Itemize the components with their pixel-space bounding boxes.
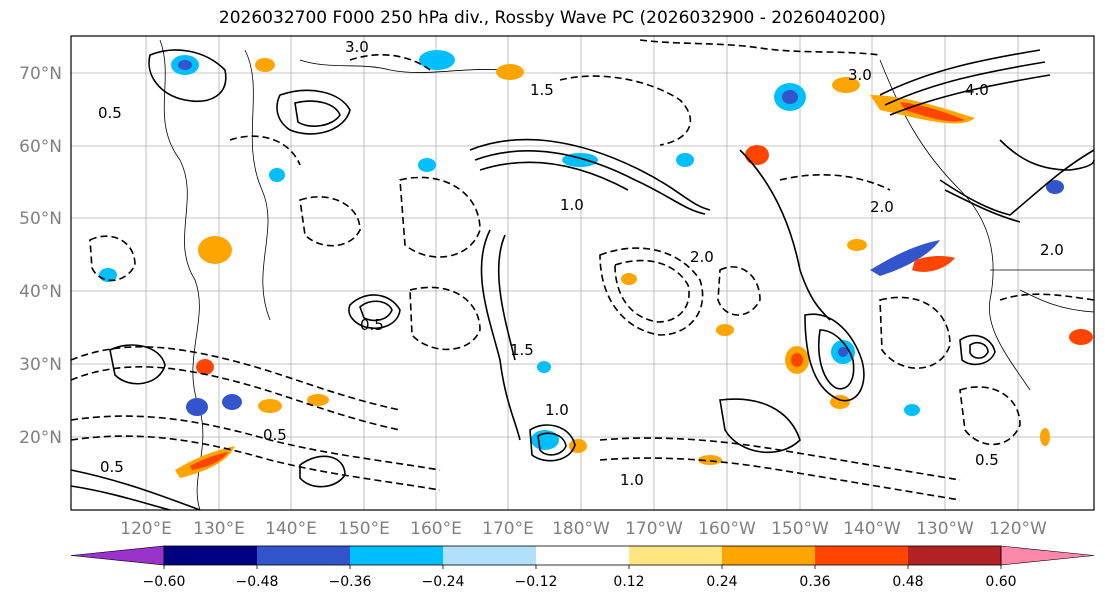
- colorbar-segment: [815, 546, 908, 565]
- longitude-label: 180°W: [552, 519, 610, 539]
- latitude-label: 30°N: [19, 355, 62, 375]
- coastlines: [159, 39, 1095, 511]
- contour-label: 1.5: [510, 341, 534, 359]
- longitude-label: 150°E: [338, 519, 390, 539]
- latitude-label: 70°N: [19, 64, 62, 84]
- colorbar-tick-label: 0.24: [706, 574, 737, 590]
- colorbar-tick-label: −0.48: [236, 574, 279, 590]
- longitude-label: 160°E: [410, 519, 462, 539]
- longitude-label: 160°W: [698, 519, 756, 539]
- graticule: [71, 36, 1094, 510]
- contour-label: 3.0: [848, 66, 872, 84]
- latitude-labels: 70°N 60°N 50°N 40°N 30°N 20°N: [19, 64, 62, 448]
- contour-label: 4.0: [965, 81, 989, 99]
- colorbar-tick-label: 0.12: [613, 574, 644, 590]
- colorbar-segment: [257, 546, 350, 565]
- map-panel: 0.5 3.0 1.5 2.0 4.0 1.0 0.5 3.0 2.0 0.5 1.0 0.5 1.5 2…: [70, 35, 1095, 511]
- colorbar-frame: [163, 545, 1002, 566]
- longitude-label: 150°W: [771, 519, 829, 539]
- colorbar-extend-low: [70, 545, 165, 566]
- map-border: [70, 35, 1095, 511]
- longitude-label: 130°W: [916, 519, 974, 539]
- colorbar-segment: [908, 546, 1001, 565]
- contour-label: 2.0: [1040, 241, 1064, 259]
- latitude-label: 50°N: [19, 209, 62, 229]
- colorbar-tick-label: 0.60: [985, 574, 1016, 590]
- longitude-label: 130°E: [193, 519, 245, 539]
- longitude-label: 170°W: [625, 519, 683, 539]
- colorbar-tick-label: 0.36: [799, 574, 830, 590]
- longitude-label: 120°W: [989, 519, 1047, 539]
- colorbar-segment: [722, 546, 815, 565]
- colorbar-segment: [443, 546, 536, 565]
- divergence-shading: [99, 50, 1093, 478]
- contour-label: 2.0: [690, 248, 714, 266]
- contour-label: 1.0: [560, 196, 584, 214]
- solid-contours: [70, 49, 1095, 511]
- colorbar-tick-label: −0.60: [143, 574, 186, 590]
- contour-labels: 0.5 3.0 1.5 2.0 4.0 1.0 0.5 3.0 2.0 0.5 1.0 0.5 1.5 2…: [98, 38, 1064, 489]
- longitude-label: 170°E: [482, 519, 534, 539]
- contour-label: 0.5: [263, 426, 287, 444]
- latitude-label: 20°N: [19, 428, 62, 448]
- contour-label: 1.0: [545, 401, 569, 419]
- longitude-label: 140°E: [265, 519, 317, 539]
- colorbar-segment: [164, 546, 257, 565]
- latitude-label: 40°N: [19, 282, 62, 302]
- colorbar-extend-high: [1000, 545, 1095, 566]
- colorbar-tick-label: −0.24: [422, 574, 465, 590]
- longitude-labels: 120°E 130°E 140°E 150°E 160°E 170°E 180°W 170°W…: [120, 519, 1047, 539]
- contour-label: 0.5: [100, 458, 124, 476]
- longitude-label: 120°E: [120, 519, 172, 539]
- contour-label: 2.0: [870, 198, 894, 216]
- colorbar-tick-label: −0.36: [329, 574, 372, 590]
- contour-label: 3.0: [345, 38, 369, 56]
- colorbar-segment: [536, 546, 629, 565]
- colorbar: −0.60 −0.48 −0.36 −0.24 −0.12 0.12 0.24 0.36 0.4…: [70, 545, 1095, 590]
- colorbar-segment: [629, 546, 722, 565]
- contour-label: 1.0: [620, 471, 644, 489]
- colorbar-tick-label: 0.48: [892, 574, 923, 590]
- contour-label: 0.5: [98, 104, 122, 122]
- colorbar-tick-label: −0.12: [515, 574, 558, 590]
- latitude-label: 60°N: [19, 137, 62, 157]
- contour-label: 0.5: [360, 316, 384, 334]
- dashed-contours: [70, 39, 1095, 501]
- contour-label: 0.5: [975, 451, 999, 469]
- map-title: 2026032700 F000 250 hPa div., Rossby Wav…: [218, 8, 887, 28]
- contour-label: 1.5: [530, 81, 554, 99]
- colorbar-segment: [350, 546, 443, 565]
- longitude-label: 140°W: [843, 519, 901, 539]
